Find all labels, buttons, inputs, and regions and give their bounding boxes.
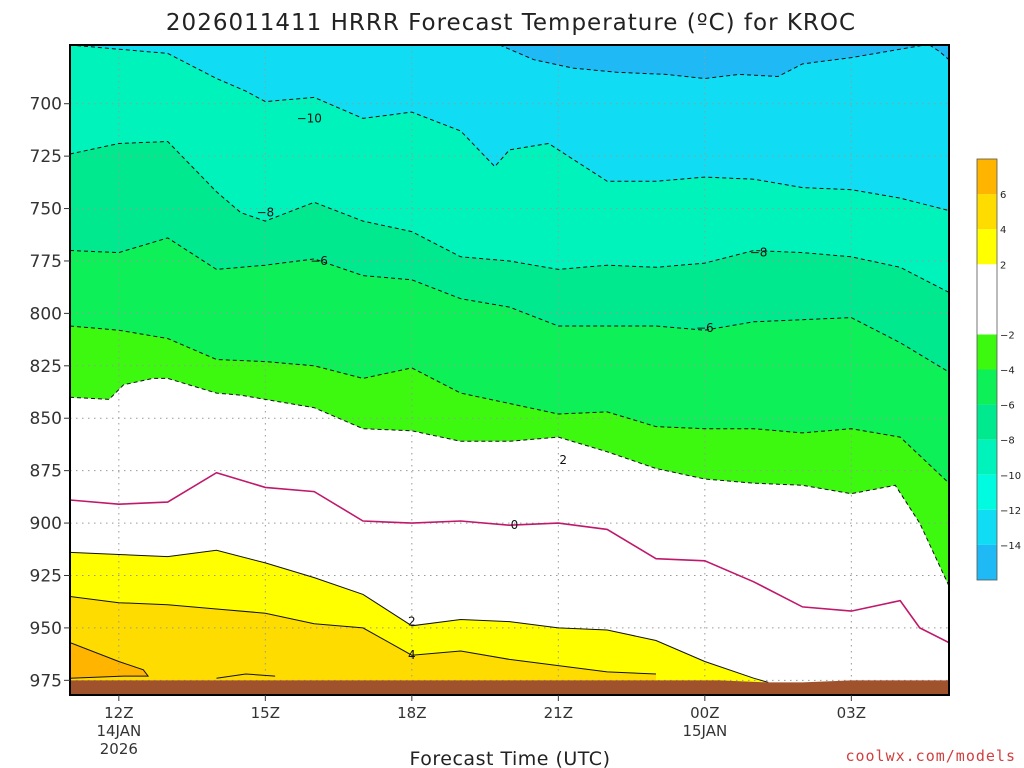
contour-line [70,140,949,293]
contour-line [70,237,949,373]
colorbar-legend: 6 4 2 −2 −4 −6 −8 −10 −12 −14 [976,158,1021,581]
x-tick-label: 15Z [251,704,280,722]
fill-region [70,596,656,695]
colorbar-frame [976,158,998,581]
y-tick-label: 825 [30,357,62,377]
y-tick-label: 775 [30,252,62,272]
contour-label: −8 [256,206,274,220]
y-tick-label: 900 [30,514,62,534]
colorbar-tick-label: −2 [1000,330,1015,341]
contour-label: 2 [408,615,416,629]
temperature-fill-layer [70,45,949,695]
x-tick-label: 15JAN [682,722,727,740]
y-tick-label: 875 [30,462,62,482]
colorbar-tick-label: −6 [1000,401,1015,412]
x-tick-label: 14JAN [96,722,141,740]
colorbar-swatch [977,229,997,265]
contour-line [70,596,657,675]
colorbar-swatch [977,439,997,475]
plot-frame [69,44,950,696]
contour-label: 2 [559,453,567,467]
contour-line [216,673,276,679]
y-tick-label: 850 [30,409,62,429]
pressure-axis: 700 725 750 775 800 825 850 875 900 925 950 975 [30,95,70,691]
contour-line [929,45,949,61]
contour-lines [70,45,949,683]
x-tick-label: 2026 [100,740,138,758]
colorbar-tick-label: −10 [1000,471,1021,482]
contour-line [70,45,949,212]
colorbar-tick-label: −12 [1000,506,1021,517]
fill-region [929,45,949,60]
colorbar-swatch [977,404,997,440]
colorbar-swatch [977,369,997,405]
x-tick-label: 00Z [690,704,719,722]
credit-text: coolwx.com/models [845,747,1016,765]
colorbar-tick-label: −8 [1000,436,1015,447]
y-tick-label: 800 [30,304,62,324]
y-tick-label: 750 [30,200,62,220]
contour-line [70,471,949,644]
fill-region [499,45,949,79]
y-tick-label: 925 [30,566,62,586]
contour-line [499,45,925,80]
colorbar-tick-label: 2 [1000,260,1006,271]
contour-line [70,377,949,587]
colorbar-tick-label: 4 [1000,225,1006,236]
colorbar-swatch [977,194,997,230]
x-tick-label: 03Z [837,704,866,722]
contour-label: 4 [408,648,416,662]
contour-label: −6 [310,254,328,268]
chart-title: 2026011411 HRRR Forecast Temperature (ºC… [166,10,856,36]
contour-line [70,325,949,484]
x-axis-label: Forecast Time (UTC) [410,748,611,768]
x-tick-label: 12Z [104,704,133,722]
y-tick-label: 950 [30,619,62,639]
colorbar-swatch [977,509,997,545]
contour-label: −10 [297,111,322,125]
fill-region [70,642,149,695]
y-tick-label: 725 [30,147,62,167]
colorbar-swatch [977,544,997,580]
contour-labels: −10 −8 −6 −8 −6 2 0 2 4 [256,111,767,662]
contour-label: −8 [750,246,768,260]
colorbar-tick-label: 6 [1000,190,1006,201]
colorbar-swatch [977,159,997,195]
ground-surface [70,680,949,695]
colorbar-swatch [977,474,997,510]
contour-label: −6 [696,321,714,335]
grid-lines [70,45,949,695]
y-tick-label: 975 [30,671,62,691]
x-tick-label: 21Z [544,704,573,722]
colorbar-swatch [977,264,997,335]
colorbar-tick-label: −4 [1000,366,1015,377]
plot-area: −10 −8 −6 −8 −6 2 0 2 4 [70,45,949,695]
colorbar-swatch [977,334,997,370]
colorbar-tick-label: −14 [1000,541,1021,552]
contour-line [70,642,150,679]
y-tick-label: 700 [30,95,62,115]
contour-label: 0 [511,518,519,532]
contour-line [70,549,769,683]
x-tick-label: 18Z [397,704,426,722]
